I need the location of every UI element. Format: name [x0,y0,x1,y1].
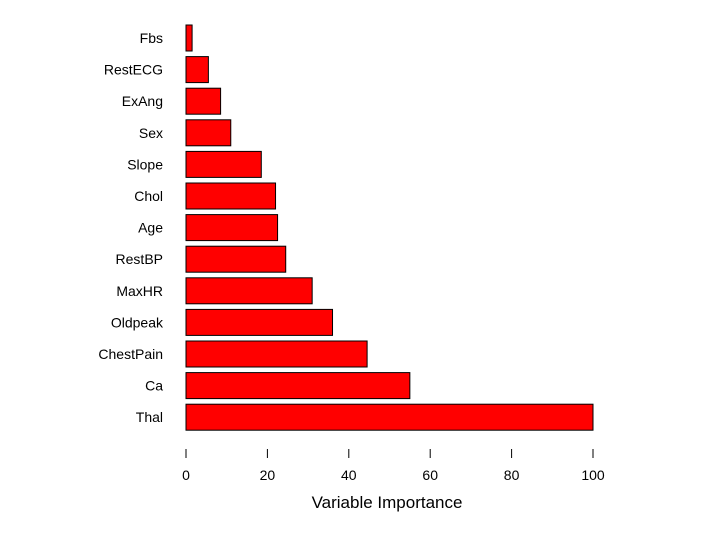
x-axis: 0 20 40 60 80 100 [182,449,605,483]
category-label-slope: Slope [127,156,163,172]
x-axis-title: Variable Importance [312,493,463,512]
bar-chol [185,182,277,210]
category-label-oldpeak: Oldpeak [111,314,164,330]
category-label-ca: Ca [145,378,163,394]
category-labels-layer: Fbs RestECG ExAng Sex Slope Chol Age RestBP MaxH… [98,30,164,425]
bar-exang [185,87,222,115]
bar-thal [185,403,594,431]
category-label-maxhr: MaxHR [116,283,163,299]
bar-restbp [185,245,287,273]
bar-sex [185,119,232,147]
category-label-sex: Sex [139,125,163,141]
bar-restecg [185,56,209,84]
x-tick-label: 80 [504,467,520,483]
x-tick-label: 100 [581,467,605,483]
bar-slope [185,150,262,178]
category-label-age: Age [138,220,163,236]
category-label-restecg: RestECG [104,62,163,78]
category-label-thal: Thal [136,409,163,425]
category-label-fbs: Fbs [140,30,163,46]
category-label-restbp: RestBP [116,251,163,267]
bar-ca [185,372,411,400]
x-tick-label: 40 [341,467,357,483]
bar-chestpain [185,340,368,368]
x-tick-label: 60 [422,467,438,483]
bar-age [185,214,279,242]
x-tick-label: 0 [182,467,190,483]
category-label-exang: ExAng [122,93,163,109]
category-label-chestpain: ChestPain [98,346,163,362]
bar-maxhr [185,277,313,305]
bar-oldpeak [185,308,334,336]
bar-fbs [185,24,193,52]
bars-layer [185,24,594,431]
x-tick-label: 20 [260,467,276,483]
category-label-chol: Chol [134,188,163,204]
